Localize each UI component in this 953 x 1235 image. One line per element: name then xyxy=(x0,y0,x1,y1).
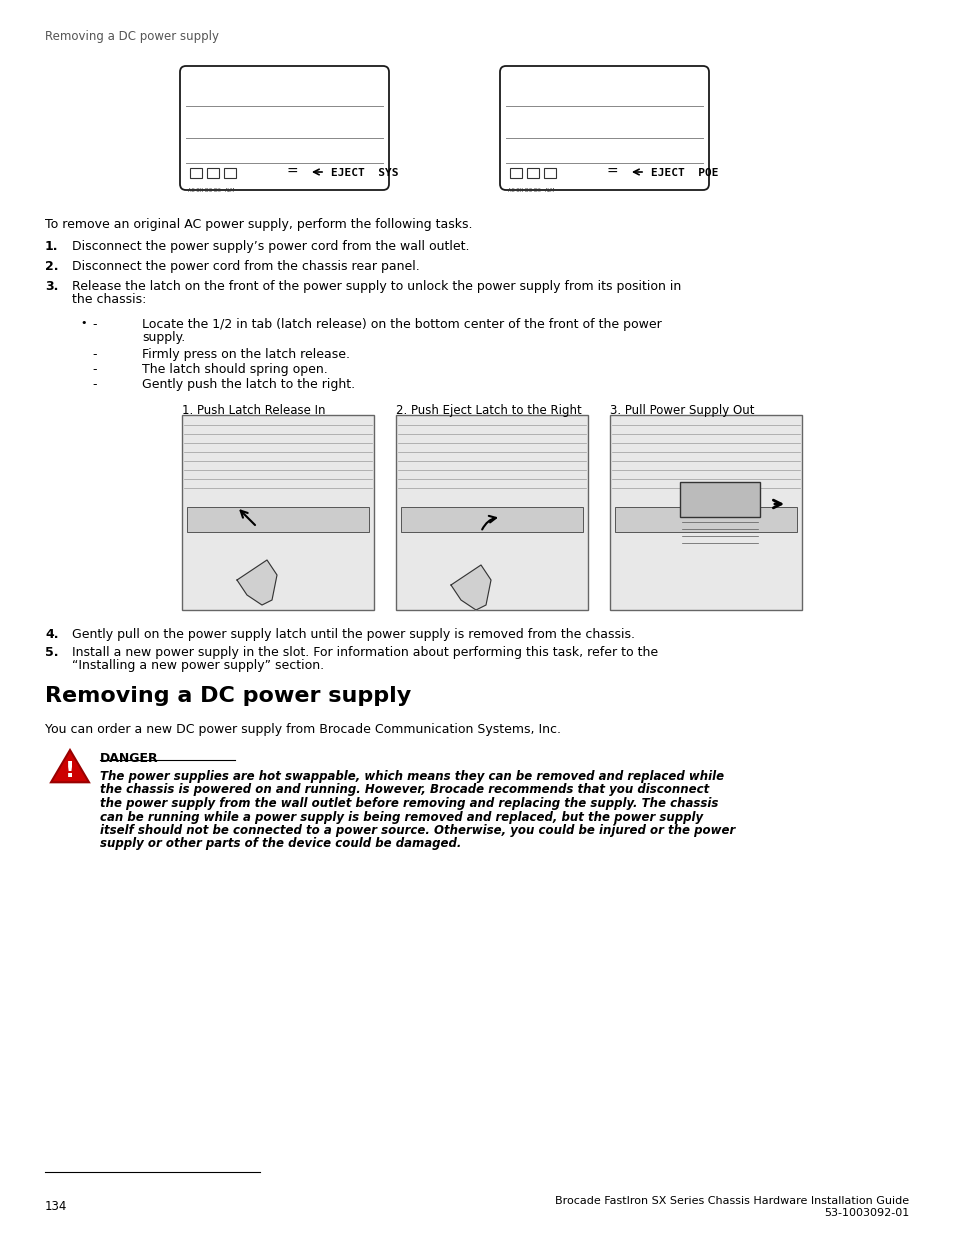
Text: ALM: ALM xyxy=(544,188,555,193)
FancyBboxPatch shape xyxy=(499,65,708,190)
Text: Disconnect the power supply’s power cord from the wall outlet.: Disconnect the power supply’s power cord… xyxy=(71,240,469,253)
Bar xyxy=(679,482,760,517)
Text: supply.: supply. xyxy=(142,331,185,345)
Text: 2. Push Eject Latch to the Right: 2. Push Eject Latch to the Right xyxy=(395,404,581,417)
Text: AC OK: AC OK xyxy=(508,188,523,193)
Text: DC OK: DC OK xyxy=(205,188,220,193)
Text: the chassis is powered on and running. However, Brocade recommends that you disc: the chassis is powered on and running. H… xyxy=(100,783,708,797)
Text: =: = xyxy=(286,165,297,179)
Text: the power supply from the wall outlet before removing and replacing the supply. : the power supply from the wall outlet be… xyxy=(100,797,718,810)
Text: You can order a new DC power supply from Brocade Communication Systems, Inc.: You can order a new DC power supply from… xyxy=(45,722,560,736)
Text: supply or other parts of the device could be damaged.: supply or other parts of the device coul… xyxy=(100,837,461,851)
Text: Release the latch on the front of the power supply to unlock the power supply fr: Release the latch on the front of the po… xyxy=(71,280,680,293)
Text: EJECT  SYS: EJECT SYS xyxy=(331,168,398,178)
Text: •: • xyxy=(80,317,87,329)
Text: 5.: 5. xyxy=(45,646,58,659)
Text: -: - xyxy=(91,378,96,391)
Bar xyxy=(526,168,538,178)
Bar xyxy=(187,508,369,532)
Text: EJECT  POE: EJECT POE xyxy=(650,168,718,178)
Text: =: = xyxy=(605,165,618,179)
Text: -: - xyxy=(91,348,96,361)
Text: 2.: 2. xyxy=(45,261,58,273)
Text: 4.: 4. xyxy=(45,629,58,641)
Text: Removing a DC power supply: Removing a DC power supply xyxy=(45,30,219,43)
Polygon shape xyxy=(236,559,276,605)
Bar xyxy=(615,508,796,532)
Bar xyxy=(395,415,587,610)
Bar xyxy=(510,168,521,178)
Text: -: - xyxy=(91,317,96,331)
Text: Install a new power supply in the slot. For information about performing this ta: Install a new power supply in the slot. … xyxy=(71,646,658,659)
Bar xyxy=(190,168,202,178)
Text: “Installing a new power supply” section.: “Installing a new power supply” section. xyxy=(71,659,324,672)
Text: The power supplies are hot swappable, which means they can be removed and replac: The power supplies are hot swappable, wh… xyxy=(100,769,723,783)
Text: -: - xyxy=(91,363,96,375)
Text: 53-1003092-01: 53-1003092-01 xyxy=(822,1208,908,1218)
Text: Disconnect the power cord from the chassis rear panel.: Disconnect the power cord from the chass… xyxy=(71,261,419,273)
Text: Firmly press on the latch release.: Firmly press on the latch release. xyxy=(142,348,350,361)
Bar xyxy=(182,415,374,610)
Text: Gently push the latch to the right.: Gently push the latch to the right. xyxy=(142,378,355,391)
Text: Removing a DC power supply: Removing a DC power supply xyxy=(45,685,411,706)
Text: 1.: 1. xyxy=(45,240,58,253)
Bar xyxy=(543,168,556,178)
Text: DC OK: DC OK xyxy=(525,188,540,193)
Bar xyxy=(224,168,235,178)
Text: Brocade FastIron SX Series Chassis Hardware Installation Guide: Brocade FastIron SX Series Chassis Hardw… xyxy=(555,1195,908,1207)
Bar xyxy=(400,508,582,532)
Text: The latch should spring open.: The latch should spring open. xyxy=(142,363,328,375)
Text: ALM: ALM xyxy=(225,188,235,193)
Text: can be running while a power supply is being removed and replaced, but the power: can be running while a power supply is b… xyxy=(100,810,702,824)
Text: Locate the 1/2 in tab (latch release) on the bottom center of the front of the p: Locate the 1/2 in tab (latch release) on… xyxy=(142,317,661,331)
Text: the chassis:: the chassis: xyxy=(71,293,146,306)
Text: DANGER: DANGER xyxy=(100,752,158,764)
Text: Gently pull on the power supply latch until the power supply is removed from the: Gently pull on the power supply latch un… xyxy=(71,629,635,641)
Text: 3. Pull Power Supply Out: 3. Pull Power Supply Out xyxy=(609,404,754,417)
Polygon shape xyxy=(451,564,491,610)
Text: 1. Push Latch Release In: 1. Push Latch Release In xyxy=(182,404,325,417)
FancyBboxPatch shape xyxy=(180,65,389,190)
Polygon shape xyxy=(51,750,89,782)
Text: AC OK: AC OK xyxy=(189,188,203,193)
Text: itself should not be connected to a power source. Otherwise, you could be injure: itself should not be connected to a powe… xyxy=(100,824,735,837)
Text: 3.: 3. xyxy=(45,280,58,293)
Text: To remove an original AC power supply, perform the following tasks.: To remove an original AC power supply, p… xyxy=(45,219,472,231)
Text: !: ! xyxy=(65,761,75,781)
Text: 134: 134 xyxy=(45,1200,68,1213)
Bar xyxy=(609,415,801,610)
Bar xyxy=(207,168,219,178)
